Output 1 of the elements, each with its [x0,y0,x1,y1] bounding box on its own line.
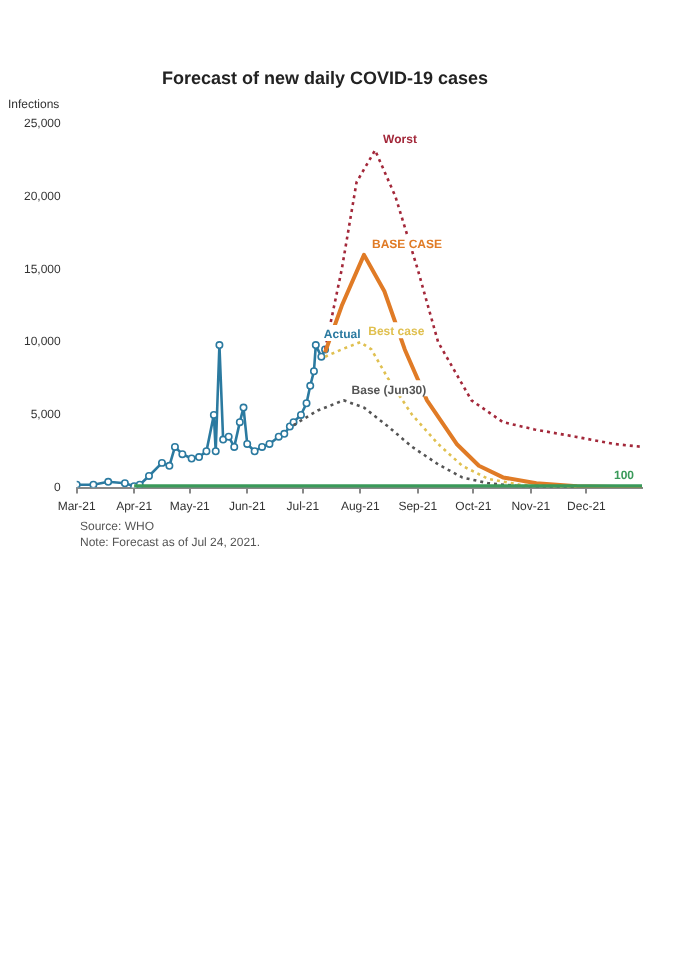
chart-title: Forecast of new daily COVID-19 cases [161,67,489,88]
